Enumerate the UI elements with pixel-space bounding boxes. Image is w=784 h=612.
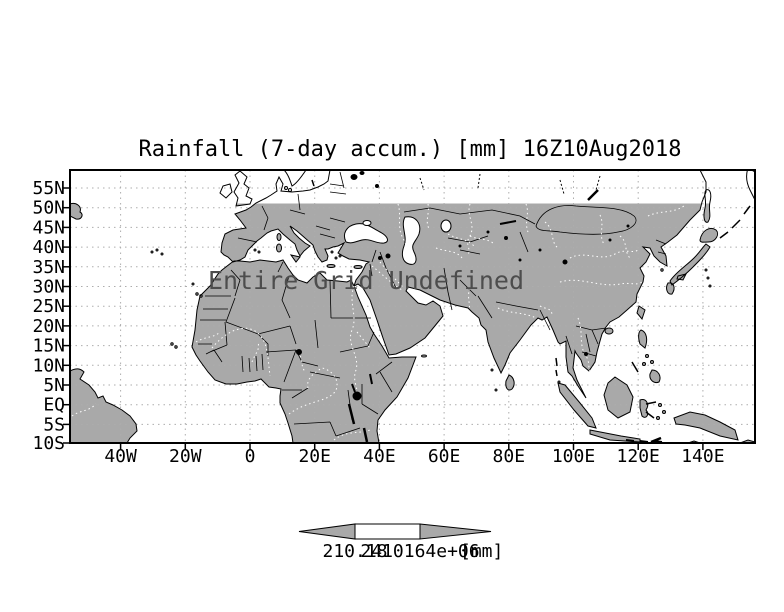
lat-tick-label: 25N [32,296,65,317]
grid-undefined-message: Entire Grid Undefined [208,266,524,295]
colorbar-unit-label: [mm] [460,541,503,562]
lat-tick-label: 10N [32,355,65,376]
colorbar-right-label: 2410164e+06 [360,541,479,562]
colorbar-left-label: 210.18 [322,541,387,562]
lon-tick-label: 40E [363,446,396,467]
lon-tick-label: 140E [681,446,724,467]
lat-lon-gridlines [70,170,755,443]
lakes-black [296,171,630,443]
lon-tick-label: 120E [617,446,660,467]
lon-tick-label: 20E [298,446,331,467]
lat-tick-label: 45N [32,217,65,238]
colorbar-middle-swatch [354,523,421,540]
lat-tick-label: 5N [43,375,65,396]
axis-ticks [63,187,704,450]
lat-tick-label: 20N [32,316,65,337]
lat-tick-label: 40N [32,237,65,258]
colorbar-left-arrow [298,523,356,540]
lat-tick-label: 50N [32,198,65,219]
lat-tick-label: 5S [43,414,65,435]
lat-tick-label: 15N [32,336,65,357]
lon-tick-label: 60E [428,446,461,467]
lat-axis-labels: 55N 50N 45N 40N 35N 30N 25N 20N 15N 10N … [32,178,65,454]
lat-tick-label: 10S [32,433,65,454]
lat-tick-label: 30N [32,277,65,298]
lon-tick-label: 80E [493,446,526,467]
lat-tick-label: 55N [32,178,65,199]
inland-seas [343,216,452,265]
lat-tick-label: EQ [43,395,65,416]
colorbar-right-arrow [419,523,492,540]
plot-title: Rainfall (7-day accum.) [mm] 16Z10Aug201… [138,137,681,162]
rivers-white [71,203,685,441]
lon-tick-label: 20W [169,446,202,467]
lon-tick-label: 40W [104,446,137,467]
lat-tick-label: 35N [32,257,65,278]
landmass-gray-shading [70,203,755,443]
lon-axis-labels: 40W 20W 0 20E 40E 60E 80E 100E 120E 140E [104,446,724,467]
lon-tick-label: 100E [552,446,595,467]
lon-tick-label: 0 [245,446,256,467]
colorbar: 210.18 2410164e+06 [mm] [298,523,503,562]
